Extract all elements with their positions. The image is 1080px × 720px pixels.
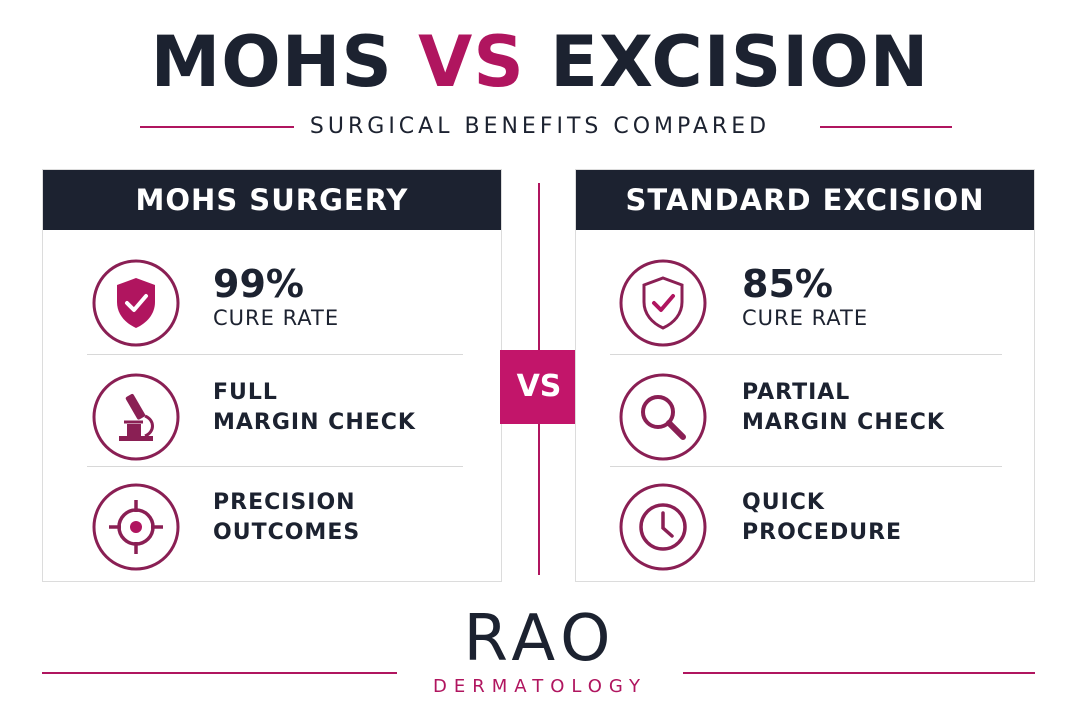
divider [87,466,463,467]
divider [610,466,1002,467]
title-vs: VS [418,21,525,103]
row-text: 99% CURE RATE [213,264,339,332]
row-text: PARTIAL MARGIN CHECK [742,378,945,438]
cure-rate-label: CURE RATE [742,306,869,330]
title-right: EXCISION [550,21,930,103]
subtitle-line-right [820,126,952,128]
mohs-panel: MOHS SURGERY 99% CURE RATE [42,169,502,582]
divider [610,354,1002,355]
cure-rate-label: CURE RATE [213,306,340,330]
divider [87,354,463,355]
cure-rate-value: 99% [213,262,304,306]
row-line-2: MARGIN CHECK [742,410,945,435]
row-text: PRECISION OUTCOMES [213,488,360,548]
cure-rate-value: 85% [742,262,833,306]
list-item: 99% CURE RATE [43,252,503,352]
title-left: MOHS [150,21,393,103]
list-item: FULL MARGIN CHECK [43,366,503,466]
excision-panel: STANDARD EXCISION 85% CURE RATE PARTIAL … [575,169,1035,582]
shield-check-icon [618,258,708,348]
brand-tagline: DERMATOLOGY [433,676,647,697]
row-line-2: OUTCOMES [213,520,361,545]
row-line-1: PARTIAL [742,380,851,405]
excision-panel-heading: STANDARD EXCISION [576,170,1034,230]
row-text: QUICK PROCEDURE [742,488,902,548]
row-text: 85% CURE RATE [742,264,868,332]
shield-check-icon [91,258,181,348]
subtitle-line-left [140,126,294,128]
footer-line-left [42,672,397,674]
row-line-2: MARGIN CHECK [213,410,416,435]
microscope-icon [91,372,181,462]
vs-badge: VS [500,350,578,424]
row-line-1: PRECISION [213,490,356,515]
magnifier-icon [618,372,708,462]
list-item: 85% CURE RATE [576,252,1036,352]
subtitle-row: SURGICAL BENEFITS COMPARED [0,112,1080,142]
list-item: PRECISION OUTCOMES [43,476,503,576]
page-title: MOHS VS EXCISION [0,22,1080,102]
row-text: FULL MARGIN CHECK [213,378,416,438]
mohs-panel-heading: MOHS SURGERY [43,170,501,230]
footer-line-right [683,672,1035,674]
list-item: PARTIAL MARGIN CHECK [576,366,1036,466]
row-line-1: FULL [213,380,278,405]
row-line-2: PROCEDURE [742,520,903,545]
brand-logo: RAO [463,602,617,676]
list-item: QUICK PROCEDURE [576,476,1036,576]
subtitle: SURGICAL BENEFITS COMPARED [309,114,771,139]
clock-icon [618,482,708,572]
target-icon [91,482,181,572]
row-line-1: QUICK [742,490,825,515]
